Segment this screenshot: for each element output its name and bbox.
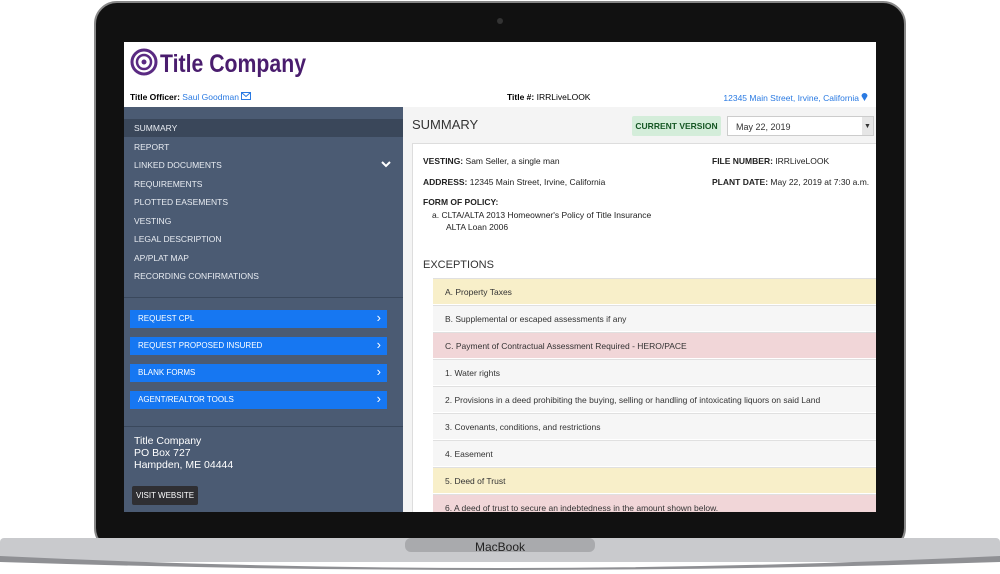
action-button[interactable]: BLANK FORMS — [130, 363, 387, 382]
divider — [124, 426, 403, 427]
field-value: 12345 Main Street, Irvine, California — [469, 177, 606, 187]
plant-date: PLANT DATE: May 22, 2019 at 7:30 a.m. — [712, 177, 869, 187]
chevron[interactable] — [381, 161, 391, 169]
address-line: PO Box 727 — [134, 447, 191, 459]
main-panel: SUMMARY CURRENT VERSION May 22, 2019 ▼ VE… — [403, 107, 876, 512]
menu-item[interactable]: REPORT — [134, 141, 170, 152]
exception-row[interactable]: 5. Deed of Trust — [433, 467, 876, 493]
menu-item[interactable]: PLOTTED EASEMENTS — [134, 197, 228, 207]
pin-icon — [861, 93, 868, 101]
base-shadow — [0, 556, 1000, 570]
address-text[interactable]: 12345 Main Street, Irvine, California — [723, 93, 859, 103]
file-number: FILE NUMBER: IRRLiveLOOK — [712, 156, 829, 166]
action-button[interactable]: AGENT/REALTOR TOOLS — [130, 390, 387, 409]
address-line: Hampden, ME 04444 — [134, 459, 234, 471]
divider — [124, 297, 403, 298]
select-arrow[interactable]: ▼ — [862, 117, 873, 135]
address: ADDRESS: 12345 Main Street, Irvine, Cali… — [423, 177, 605, 187]
field-value: May 22, 2019 at 7:30 a.m. — [770, 177, 870, 187]
office-address: Title Company PO Box 727 Hampden, ME 04444 — [134, 435, 233, 471]
vesting: VESTING: Sam Seller, a single man — [423, 156, 560, 166]
field-label: VESTING: — [423, 156, 464, 166]
exception-row[interactable]: 6. A deed of trust to secure an indebted… — [433, 494, 876, 512]
title-label: Title #: — [507, 92, 535, 102]
property-address[interactable]: 12345 Main Street, Irvine, California — [723, 92, 868, 103]
version-date[interactable]: May 22, 2019 — [736, 122, 791, 132]
exception-row[interactable]: 1. Water rights — [433, 359, 876, 385]
policy-item: ALTA Loan 2006 — [446, 222, 509, 232]
menu-item[interactable]: AP/PLAT MAP — [134, 252, 189, 263]
menu-item[interactable]: RECORDING CONFIRMATIONS — [134, 271, 259, 281]
exception-row[interactable]: 4. Easement — [433, 440, 876, 466]
menu-item[interactable]: LINKED DOCUMENTS — [124, 156, 403, 174]
action-button[interactable]: REQUEST CPL — [130, 309, 387, 328]
logo — [130, 48, 158, 76]
field-value: Sam Seller, a single man — [465, 156, 560, 166]
policy-item: a. CLTA/ALTA 2013 Homeowner's Policy of … — [432, 210, 652, 220]
exception-row[interactable]: 2. Provisions in a deed prohibiting the … — [433, 386, 876, 412]
main-heading: SUMMARY — [412, 117, 479, 132]
company-name: Title Company — [160, 50, 307, 78]
notch — [405, 538, 595, 552]
exceptions-heading: EXCEPTIONS — [423, 259, 494, 271]
version-badge: CURRENT VERSION — [632, 116, 721, 136]
address-line: Title Company — [134, 435, 202, 447]
officer-name[interactable]: Saul Goodman — [182, 92, 239, 102]
menu-item[interactable]: SUMMARY — [124, 119, 403, 137]
screen: Title Company Title Officer: Saul Goodma… — [124, 42, 876, 512]
version-select[interactable]: May 22, 2019 ▼ — [727, 116, 874, 136]
exception-row[interactable]: C. Payment of Contractual Assessment Req… — [433, 332, 876, 358]
title-number: Title #: IRRLiveLOOK — [507, 92, 590, 102]
exception-row[interactable]: 3. Covenants, conditions, and restrictio… — [433, 413, 876, 439]
camera — [497, 18, 503, 24]
summary-card: VESTING: Sam Seller, a single man FILE N… — [412, 143, 876, 512]
menu-item[interactable]: VESTING — [134, 215, 172, 226]
field-value: IRRLiveLOOK — [775, 156, 830, 166]
action-button[interactable]: REQUEST PROPOSED INSURED — [130, 336, 387, 355]
policy-label: FORM OF POLICY: — [423, 197, 499, 207]
menu-item[interactable]: LEGAL DESCRIPTION — [134, 234, 222, 244]
officer-label: Title Officer: — [130, 92, 180, 102]
title-value: IRRLiveLOOK — [536, 92, 591, 102]
exception-row[interactable]: B. Supplemental or escaped assessments i… — [433, 305, 876, 331]
device-label: MacBook — [475, 540, 526, 554]
field-label: PLANT DATE: — [712, 177, 769, 187]
sidebar: Title Company PO Box 727 Hampden, ME 04444… — [124, 107, 403, 512]
field-label: ADDRESS: — [423, 177, 468, 187]
field-label: FILE NUMBER: — [712, 156, 773, 166]
website-button[interactable]: VISIT WEBSITE — [132, 486, 198, 505]
menu-item[interactable]: REQUIREMENTS — [134, 178, 203, 189]
exception-row[interactable]: A. Property Taxes — [433, 278, 876, 304]
officer: Title Officer: Saul Goodman — [130, 92, 251, 102]
mail-icon — [241, 92, 251, 100]
